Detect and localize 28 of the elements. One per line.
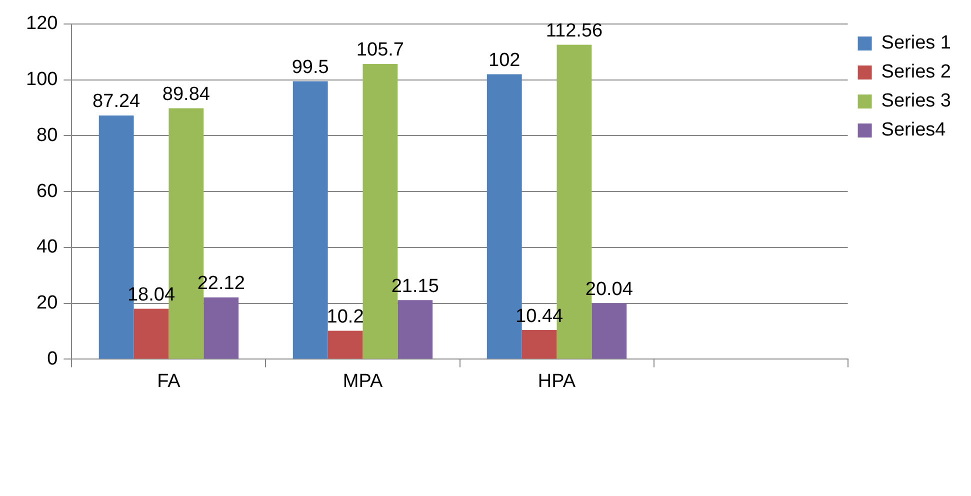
data-label: 89.84 — [162, 84, 210, 105]
data-label: 10.2 — [326, 306, 364, 328]
y-tick-label: 0 — [47, 348, 58, 370]
bar — [522, 330, 557, 359]
data-label: 105.7 — [356, 40, 404, 61]
x-tick-label: MPA — [342, 370, 383, 392]
y-tick-label: 60 — [36, 180, 58, 202]
bar — [292, 81, 328, 359]
legend-label: Series4 — [881, 120, 946, 141]
y-tick-label: 40 — [36, 236, 58, 258]
y-tick-label: 80 — [36, 124, 58, 146]
y-tick-label: 100 — [26, 69, 58, 90]
bar — [592, 303, 627, 359]
legend-label: Series 1 — [881, 32, 951, 54]
x-tick-label: FA — [157, 370, 181, 392]
data-label: 102 — [488, 50, 520, 72]
data-label: 99.5 — [292, 57, 329, 78]
data-label: 112.56 — [546, 20, 603, 42]
data-label: 87.24 — [92, 91, 141, 112]
y-tick-label: 20 — [36, 292, 58, 314]
bar — [134, 308, 169, 359]
x-tick-label: HPA — [538, 370, 576, 392]
y-tick-label: 120 — [26, 13, 58, 34]
bar — [204, 297, 239, 359]
bar — [328, 330, 363, 359]
legend-label: Series 2 — [881, 62, 951, 83]
legend-label: Series 3 — [881, 90, 951, 112]
bar — [398, 300, 433, 359]
